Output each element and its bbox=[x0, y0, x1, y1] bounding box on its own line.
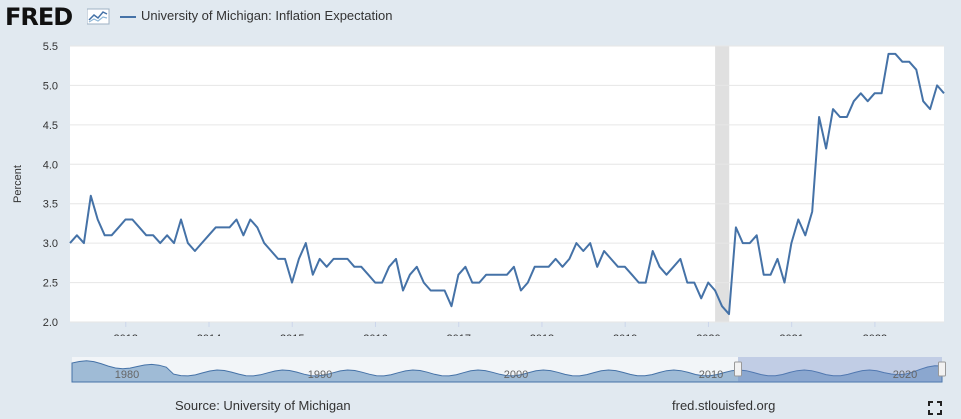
x-tick-label: 2014 bbox=[197, 333, 221, 336]
series-line bbox=[69, 52, 945, 316]
y-tick-label: 4.5 bbox=[43, 120, 58, 132]
y-tick-label: 3.5 bbox=[43, 199, 58, 211]
y-tick-label: 3.0 bbox=[43, 238, 58, 250]
x-tick-label: 2021 bbox=[779, 333, 803, 336]
x-tick-label: 2016 bbox=[363, 333, 387, 336]
x-tick-label: 2019 bbox=[613, 333, 637, 336]
chart-header: FRED University of Michigan: Inflation E… bbox=[0, 0, 961, 36]
x-tick-label: 2013 bbox=[114, 333, 138, 336]
source-text[interactable]: Source: University of Michigan bbox=[175, 398, 351, 413]
fred-logo[interactable]: FRED bbox=[5, 3, 73, 31]
x-tick-label: 2018 bbox=[530, 333, 554, 336]
y-tick-label: 5.5 bbox=[43, 41, 58, 53]
y-tick-label: 2.5 bbox=[43, 278, 58, 290]
plot-area bbox=[70, 46, 944, 322]
site-url-link[interactable]: fred.stlouisfed.org bbox=[672, 398, 776, 413]
navigator-handle[interactable] bbox=[938, 361, 946, 377]
legend-label[interactable]: University of Michigan: Inflation Expect… bbox=[141, 8, 393, 23]
y-axis-title: Percent bbox=[12, 165, 24, 203]
navigator[interactable]: 1980 1990 2000 2010 2020 bbox=[0, 354, 961, 384]
x-tick-label: 2020 bbox=[696, 333, 720, 336]
y-tick-label: 4.0 bbox=[43, 159, 58, 171]
navigator-label: 2010 bbox=[699, 369, 723, 381]
navigator-label: 1980 bbox=[115, 369, 139, 381]
navigator-series bbox=[71, 360, 943, 383]
recession-band bbox=[715, 46, 730, 322]
navigator-label: 2000 bbox=[504, 369, 528, 381]
x-tick-label: 2017 bbox=[446, 333, 470, 336]
x-tick-label: 2015 bbox=[280, 333, 304, 336]
navigator-selection bbox=[738, 357, 942, 382]
x-tick-label: 2022 bbox=[863, 333, 887, 336]
y-tick-label: 2.0 bbox=[43, 317, 58, 329]
legend-line-swatch bbox=[120, 16, 136, 18]
line-chart[interactable]: 2.0 2.5 3.0 3.5 4.0 4.5 5.0 5.5 2013 2014 2015 2016… bbox=[0, 36, 961, 336]
navigator-label: 2020 bbox=[893, 369, 917, 381]
navigator-label: 1990 bbox=[308, 369, 332, 381]
fullscreen-icon[interactable] bbox=[928, 401, 942, 415]
y-tick-label: 5.0 bbox=[43, 80, 58, 92]
navigator-handle[interactable] bbox=[734, 361, 742, 377]
fred-logo-icon bbox=[87, 8, 110, 25]
